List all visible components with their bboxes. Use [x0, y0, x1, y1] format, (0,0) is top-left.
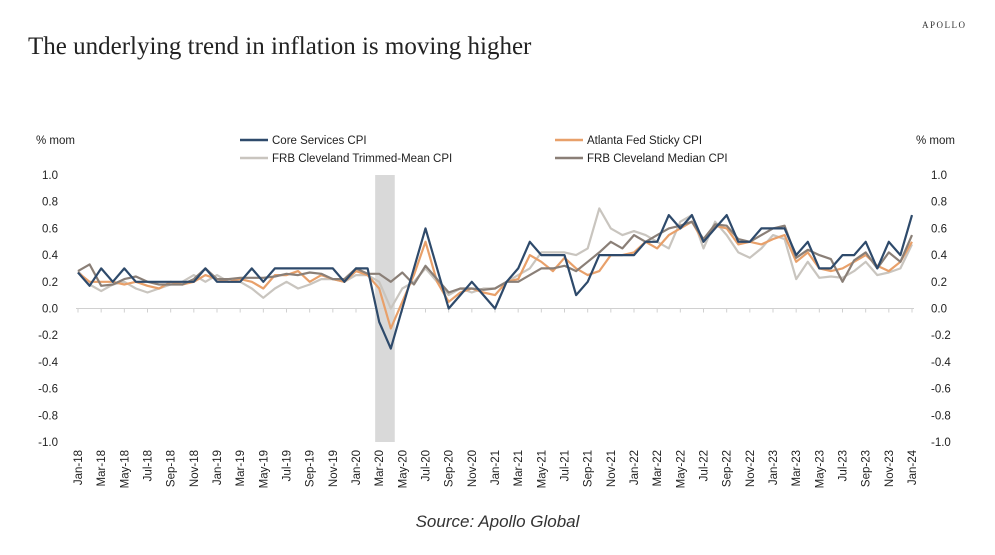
y-tick-left: -0.4 [38, 357, 58, 369]
legend-label: FRB Cleveland Trimmed-Mean CPI [272, 153, 452, 165]
chart-title: The underlying trend in inflation is mov… [28, 33, 532, 60]
x-tick-label: Nov-22 [745, 450, 757, 487]
x-tick-label: Jul-19 [282, 450, 294, 481]
x-tick-label: Nov-20 [467, 450, 479, 487]
x-tick-label: Nov-19 [328, 450, 340, 487]
x-tick-label: Jul-23 [838, 450, 850, 481]
y-tick-right: -1.0 [931, 437, 951, 449]
y-tick-left: 0.0 [42, 304, 58, 316]
x-tick-label: Jan-19 [212, 450, 224, 485]
x-tick-label: May-23 [814, 450, 826, 488]
x-tick-label: Jul-21 [560, 450, 572, 481]
y-tick-left: -0.2 [38, 330, 58, 342]
y-tick-left: 0.2 [42, 277, 58, 289]
x-tick-label: Jan-21 [490, 450, 502, 485]
x-tick-label: May-19 [258, 450, 270, 488]
y-tick-left: -0.6 [38, 384, 58, 396]
x-tick-label: May-21 [536, 450, 548, 488]
x-tick-label: Mar-19 [235, 450, 247, 486]
x-tick-label: Jan-20 [351, 450, 363, 485]
y-axis-label-right: % mom [916, 135, 955, 147]
y-tick-right: -0.4 [931, 357, 951, 369]
x-tick-label: Nov-18 [189, 450, 201, 487]
x-tick-label: Jan-18 [73, 450, 85, 485]
y-tick-right: -0.8 [931, 410, 951, 422]
x-tick-label: Nov-21 [606, 450, 618, 487]
y-tick-left: 1.0 [42, 170, 58, 182]
x-tick-label: Jan-24 [907, 449, 919, 485]
x-tick-label: Sep-21 [583, 450, 595, 487]
x-tick-label: May-22 [675, 450, 687, 488]
x-tick-label: Jan-23 [768, 450, 780, 485]
series-line-core-services-cpi [77, 214, 914, 350]
y-tick-right: 0.4 [931, 250, 948, 262]
y-tick-right: 0.2 [931, 277, 947, 289]
legend-label: FRB Cleveland Median CPI [587, 153, 728, 165]
y-tick-left: -1.0 [38, 437, 58, 449]
x-tick-label: Jul-22 [699, 450, 711, 481]
x-tick-label: Jan-22 [629, 450, 641, 485]
x-tick-label: Sep-20 [444, 450, 456, 487]
y-tick-left: 0.6 [42, 223, 58, 235]
y-axis-label-left: % mom [36, 135, 75, 147]
x-tick-label: Mar-23 [791, 450, 803, 486]
brand-logo: APOLLO [922, 20, 967, 30]
legend-label: Core Services CPI [272, 135, 367, 147]
x-tick-label: Mar-18 [96, 450, 108, 486]
x-tick-label: Sep-19 [305, 450, 317, 487]
y-tick-right: 1.0 [931, 170, 947, 182]
y-tick-right: -0.2 [931, 330, 951, 342]
source-note: Source: Apollo Global [415, 512, 580, 531]
x-tick-label: Sep-18 [166, 450, 178, 487]
x-tick-label: Mar-21 [513, 450, 525, 486]
y-tick-left: -0.8 [38, 410, 58, 422]
x-tick-label: Mar-20 [374, 450, 386, 486]
x-tick-label: May-18 [119, 450, 131, 488]
x-tick-label: Jul-18 [143, 450, 155, 481]
x-tick-label: Mar-22 [652, 450, 664, 486]
y-tick-right: 0.6 [931, 223, 947, 235]
y-tick-right: -0.6 [931, 384, 951, 396]
x-tick-label: Nov-23 [884, 450, 896, 487]
y-tick-left: 0.4 [42, 250, 59, 262]
x-tick-label: May-20 [397, 450, 409, 488]
y-tick-right: 0.0 [931, 304, 947, 316]
y-tick-left: 0.8 [42, 197, 58, 209]
x-tick-label: Sep-22 [722, 450, 734, 487]
x-tick-label: Sep-23 [861, 450, 873, 487]
x-tick-label: Jul-20 [421, 450, 433, 481]
legend-label: Atlanta Fed Sticky CPI [587, 135, 702, 147]
y-tick-right: 0.8 [931, 197, 947, 209]
